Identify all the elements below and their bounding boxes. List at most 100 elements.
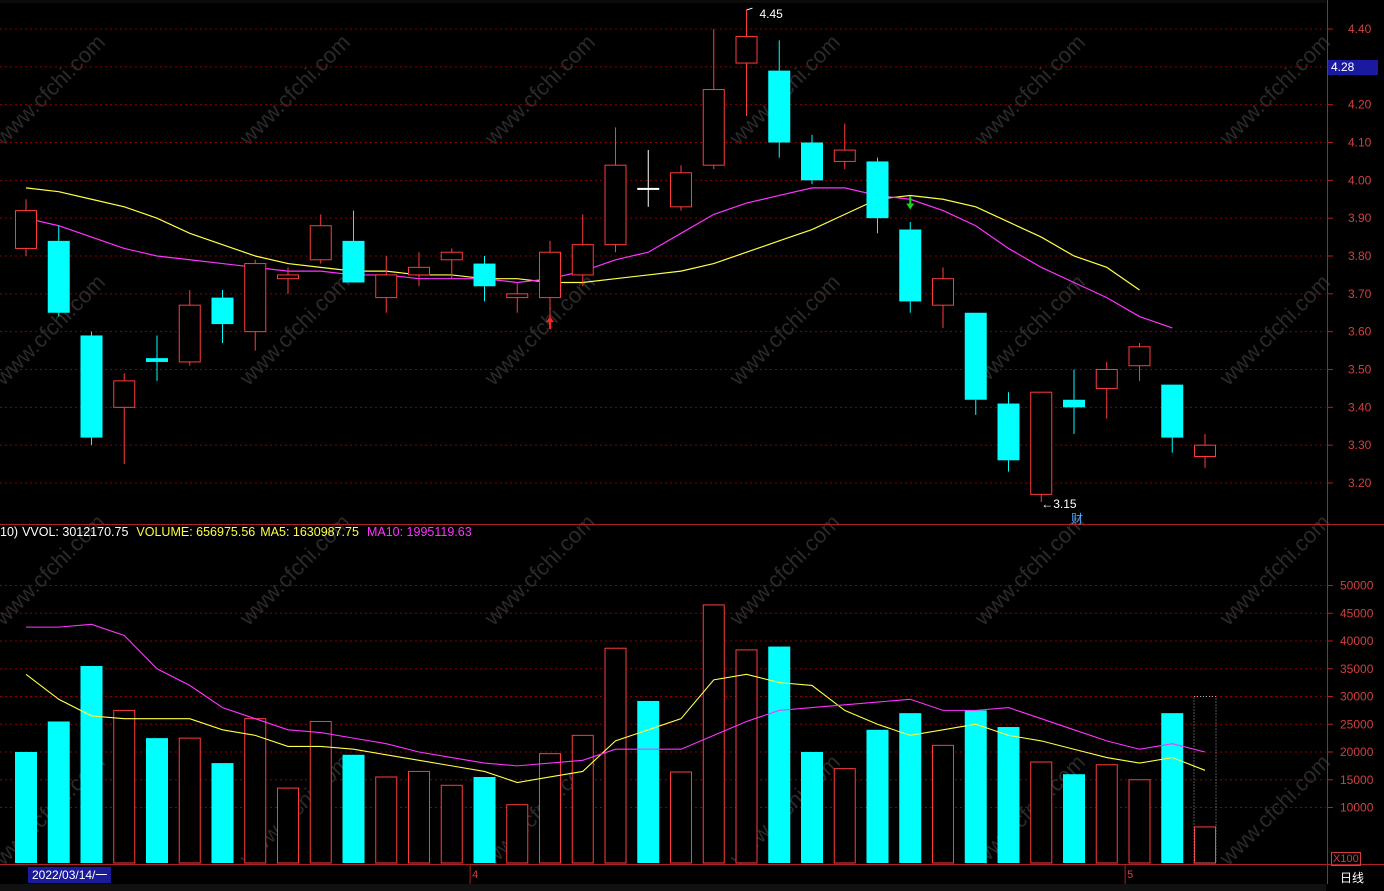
volume-bar	[178, 737, 201, 864]
candle-body	[571, 244, 594, 276]
watermark-text: www.cfchi.com	[1214, 509, 1335, 630]
candle	[309, 214, 332, 264]
candle	[146, 335, 168, 381]
volume-ma5-line	[25, 673, 1206, 784]
price-tick-label: 4.20	[1348, 98, 1372, 112]
candle	[670, 165, 692, 211]
volume-bar	[539, 753, 561, 864]
candle-body	[15, 210, 37, 249]
volume-ma-lines	[25, 623, 1206, 784]
vvol-value: VVOL: 3012170.75	[22, 525, 129, 539]
volume-bar	[964, 710, 987, 863]
sell-signal-arrow	[906, 196, 915, 210]
volume-tick-label: 45000	[1340, 606, 1374, 620]
ma10-value: MA10: 1995119.63	[366, 525, 472, 539]
volume-bar	[899, 713, 922, 863]
candle	[47, 225, 70, 317]
volume-tick-label: 25000	[1340, 717, 1374, 731]
high-pointer	[746, 7, 753, 11]
volume-gridlines	[0, 585, 1326, 808]
volume-bar	[670, 771, 692, 864]
watermark-text: www.cfchi.com	[0, 29, 110, 150]
financial-report-badge[interactable]: 财	[1071, 512, 1084, 526]
price-tick-label: 3.40	[1348, 400, 1372, 414]
price-tick-label: 3.60	[1348, 325, 1372, 339]
price-axis-ticks: 4.404.304.204.104.003.903.803.703.603.50…	[1327, 22, 1372, 490]
candle	[506, 282, 529, 313]
candle-body	[211, 297, 234, 325]
high-price-label: 4.45	[760, 7, 784, 21]
candle	[768, 40, 791, 158]
candle	[866, 157, 889, 234]
start-date-label: 2022/03/14/一	[28, 867, 112, 883]
candle-body	[801, 142, 823, 181]
candle-body	[440, 251, 463, 261]
volume-tick-label: 30000	[1340, 690, 1374, 704]
candle	[113, 373, 136, 465]
candle-body	[604, 164, 627, 246]
volume-bar	[866, 729, 889, 863]
volume-bar	[604, 647, 627, 864]
candle	[702, 29, 725, 169]
current-volume-outline	[1193, 696, 1217, 864]
volume-bar	[146, 738, 168, 863]
volume-bar	[571, 734, 594, 864]
candle-body	[735, 36, 758, 64]
candle	[440, 248, 463, 279]
candle	[735, 10, 758, 117]
candle	[1128, 343, 1151, 381]
candle	[997, 392, 1020, 472]
candle	[408, 252, 430, 287]
price-tick-label: 4.40	[1348, 22, 1372, 36]
watermark-text: www.cfchi.com	[1214, 749, 1335, 870]
candle-body	[833, 149, 856, 162]
volume-bar	[211, 763, 234, 863]
price-gridlines	[0, 28, 1326, 484]
candle	[277, 267, 299, 294]
volume-bar	[244, 718, 267, 864]
candle-body	[342, 240, 365, 283]
candle-body	[1030, 391, 1053, 495]
candlestick-series	[15, 10, 1216, 502]
volume-bar	[1030, 761, 1053, 864]
volume-bar	[342, 754, 365, 863]
candle-body	[899, 229, 922, 302]
candle	[1161, 384, 1184, 453]
candle	[342, 210, 365, 283]
candle	[801, 134, 823, 185]
candle	[899, 221, 922, 313]
candle-body	[1095, 369, 1118, 389]
period-label[interactable]: 日线	[1340, 871, 1365, 885]
volume-tick-label: 35000	[1340, 662, 1374, 676]
chart-annotations: 4.45 ←3.15	[469, 7, 1126, 884]
volume-bar	[309, 720, 332, 864]
month-label-may: 5	[1127, 869, 1134, 881]
candle-body	[473, 263, 496, 287]
price-tick-label: 3.50	[1348, 363, 1372, 377]
volume-bar	[408, 770, 430, 864]
candle-body	[768, 70, 791, 143]
ma5-value: MA5: 1630987.75	[260, 525, 359, 539]
candle-body	[997, 403, 1020, 461]
volume-bar	[15, 752, 37, 863]
volume-bar	[113, 709, 136, 864]
volume-indicator-header: 10) VVOL: 3012170.75 VOLUME: 656975.56 MA5:…	[0, 525, 480, 543]
candle	[932, 267, 954, 328]
watermark-text: www.cfchi.com	[724, 269, 845, 390]
volume-bar	[768, 646, 791, 863]
volume-ma10-line	[26, 623, 1206, 767]
volume-bar	[801, 752, 823, 863]
watermark-text: www.cfchi.com	[234, 29, 355, 150]
price-tick-label: 3.90	[1348, 211, 1372, 225]
volume-bar	[1194, 826, 1216, 864]
volume-axis-ticks: 50000 45000 40000 35000 30000 25000 20000 15000…	[1327, 579, 1374, 815]
volume-unit-label: X100	[1331, 852, 1361, 866]
month-label-april: 4	[472, 869, 479, 881]
volume-tick-label: 50000	[1340, 579, 1374, 593]
candle	[1194, 433, 1216, 468]
candle-body	[178, 304, 201, 363]
bottom-toolbar-strip	[0, 884, 1326, 891]
top-title-strip	[0, 0, 1326, 3]
ma-long-line	[25, 187, 1173, 329]
